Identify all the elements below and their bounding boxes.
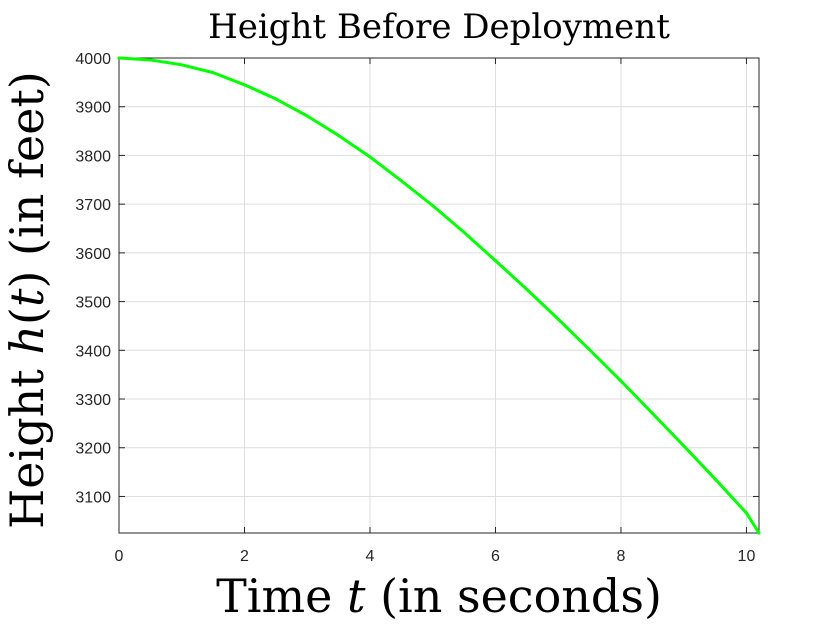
series-line-height bbox=[117, 56, 761, 535]
x-tick-label: 2 bbox=[240, 548, 249, 565]
data-point bbox=[431, 204, 435, 208]
x-tick-label: 6 bbox=[491, 548, 500, 565]
x-axis-label: Time t (in seconds) bbox=[216, 569, 662, 623]
plot-background bbox=[119, 58, 759, 533]
data-point bbox=[211, 71, 215, 75]
chart-title: Height Before Deployment bbox=[208, 7, 670, 47]
data-point bbox=[368, 155, 372, 159]
y-axis-label-prefix: Height bbox=[0, 355, 54, 529]
y-tick-label: 3900 bbox=[75, 100, 111, 117]
data-point bbox=[148, 58, 152, 62]
data-point bbox=[274, 97, 278, 101]
x-tick-labels: 0 2 4 6 8 10 bbox=[115, 548, 756, 565]
y-tick-label: 4000 bbox=[75, 51, 111, 68]
data-point bbox=[757, 531, 761, 535]
y-tick-labels: 3100 3200 3300 3400 3500 3600 3700 3800 3900 4000 bbox=[75, 51, 111, 506]
data-point bbox=[556, 317, 560, 321]
y-axis-label-paren-open: ( bbox=[0, 307, 54, 325]
x-axis-label-variable: t bbox=[347, 569, 366, 623]
y-axis-label-variable: h bbox=[0, 325, 54, 355]
y-tick-label: 3800 bbox=[75, 148, 111, 165]
data-point bbox=[399, 179, 403, 183]
data-point bbox=[242, 83, 246, 87]
y-axis-label-paren-close: ) bbox=[0, 271, 54, 289]
data-point bbox=[682, 444, 686, 448]
data-point bbox=[525, 287, 529, 291]
y-tick-label: 3600 bbox=[75, 246, 111, 263]
data-points bbox=[117, 56, 761, 535]
y-tick-label: 3700 bbox=[75, 197, 111, 214]
data-point bbox=[744, 511, 748, 515]
data-point bbox=[713, 477, 717, 481]
y-axis-label-argument: t bbox=[0, 288, 54, 307]
y-axis-label: Height h(t) (in feet) bbox=[0, 71, 54, 529]
plot-frame bbox=[118, 57, 760, 534]
x-tick-label: 8 bbox=[617, 548, 626, 565]
x-axis-label-suffix: (in seconds) bbox=[365, 569, 661, 623]
x-axis-label-prefix: Time bbox=[216, 569, 347, 623]
data-point bbox=[462, 230, 466, 234]
data-point bbox=[117, 56, 121, 60]
data-point bbox=[305, 114, 309, 118]
y-tick-label: 3100 bbox=[75, 489, 111, 506]
data-point bbox=[650, 411, 654, 415]
y-tick-label: 3300 bbox=[75, 392, 111, 409]
y-axis-label-suffix: (in feet) bbox=[0, 71, 54, 270]
y-tick-label: 3500 bbox=[75, 295, 111, 312]
data-point bbox=[493, 259, 497, 263]
data-point bbox=[180, 63, 184, 67]
y-tick-label: 3400 bbox=[75, 343, 111, 360]
data-point bbox=[588, 348, 592, 352]
grid bbox=[118, 57, 759, 533]
ticks bbox=[118, 57, 759, 533]
x-tick-label: 10 bbox=[738, 548, 756, 565]
x-tick-label: 4 bbox=[366, 548, 375, 565]
data-point bbox=[619, 379, 623, 383]
y-tick-label: 3200 bbox=[75, 441, 111, 458]
data-point bbox=[337, 133, 341, 137]
x-tick-label: 0 bbox=[115, 548, 124, 565]
